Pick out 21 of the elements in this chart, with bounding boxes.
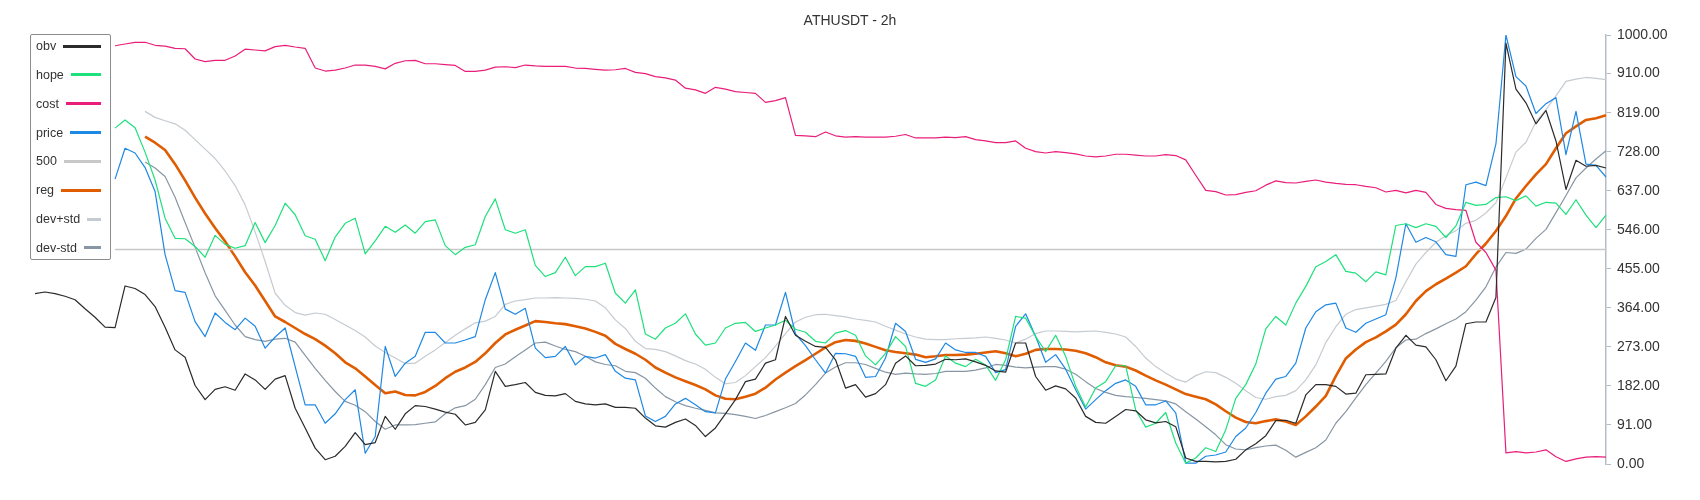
legend-label: dev+std xyxy=(36,212,81,227)
legend-label: price xyxy=(36,125,64,140)
y-tick-label: 91.00 xyxy=(1617,415,1653,432)
y-tick-label: 364.00 xyxy=(1617,298,1661,315)
y-tick-label: 182.00 xyxy=(1617,376,1661,393)
y-tick-label: 0.00 xyxy=(1617,454,1645,471)
y-tick-label: 455.00 xyxy=(1617,259,1661,276)
legend-label: cost xyxy=(36,96,59,111)
legend-label: hope xyxy=(36,67,64,82)
legend-label: 500 xyxy=(36,154,57,169)
y-tick-label: 546.00 xyxy=(1617,220,1661,237)
y-tick-label: 273.00 xyxy=(1617,337,1661,354)
y-tick-label: 819.00 xyxy=(1617,103,1661,120)
y-tick-label: 1000.00 xyxy=(1617,25,1668,42)
legend-label: obv xyxy=(36,39,57,53)
y-tick-label: 637.00 xyxy=(1617,181,1661,198)
chart-title: ATHUSDT - 2h xyxy=(803,12,897,28)
y-tick-label: 910.00 xyxy=(1617,64,1661,81)
legend-label: dev-std xyxy=(36,240,77,255)
legend-label: reg xyxy=(36,183,55,198)
y-tick-label: 728.00 xyxy=(1617,142,1661,159)
